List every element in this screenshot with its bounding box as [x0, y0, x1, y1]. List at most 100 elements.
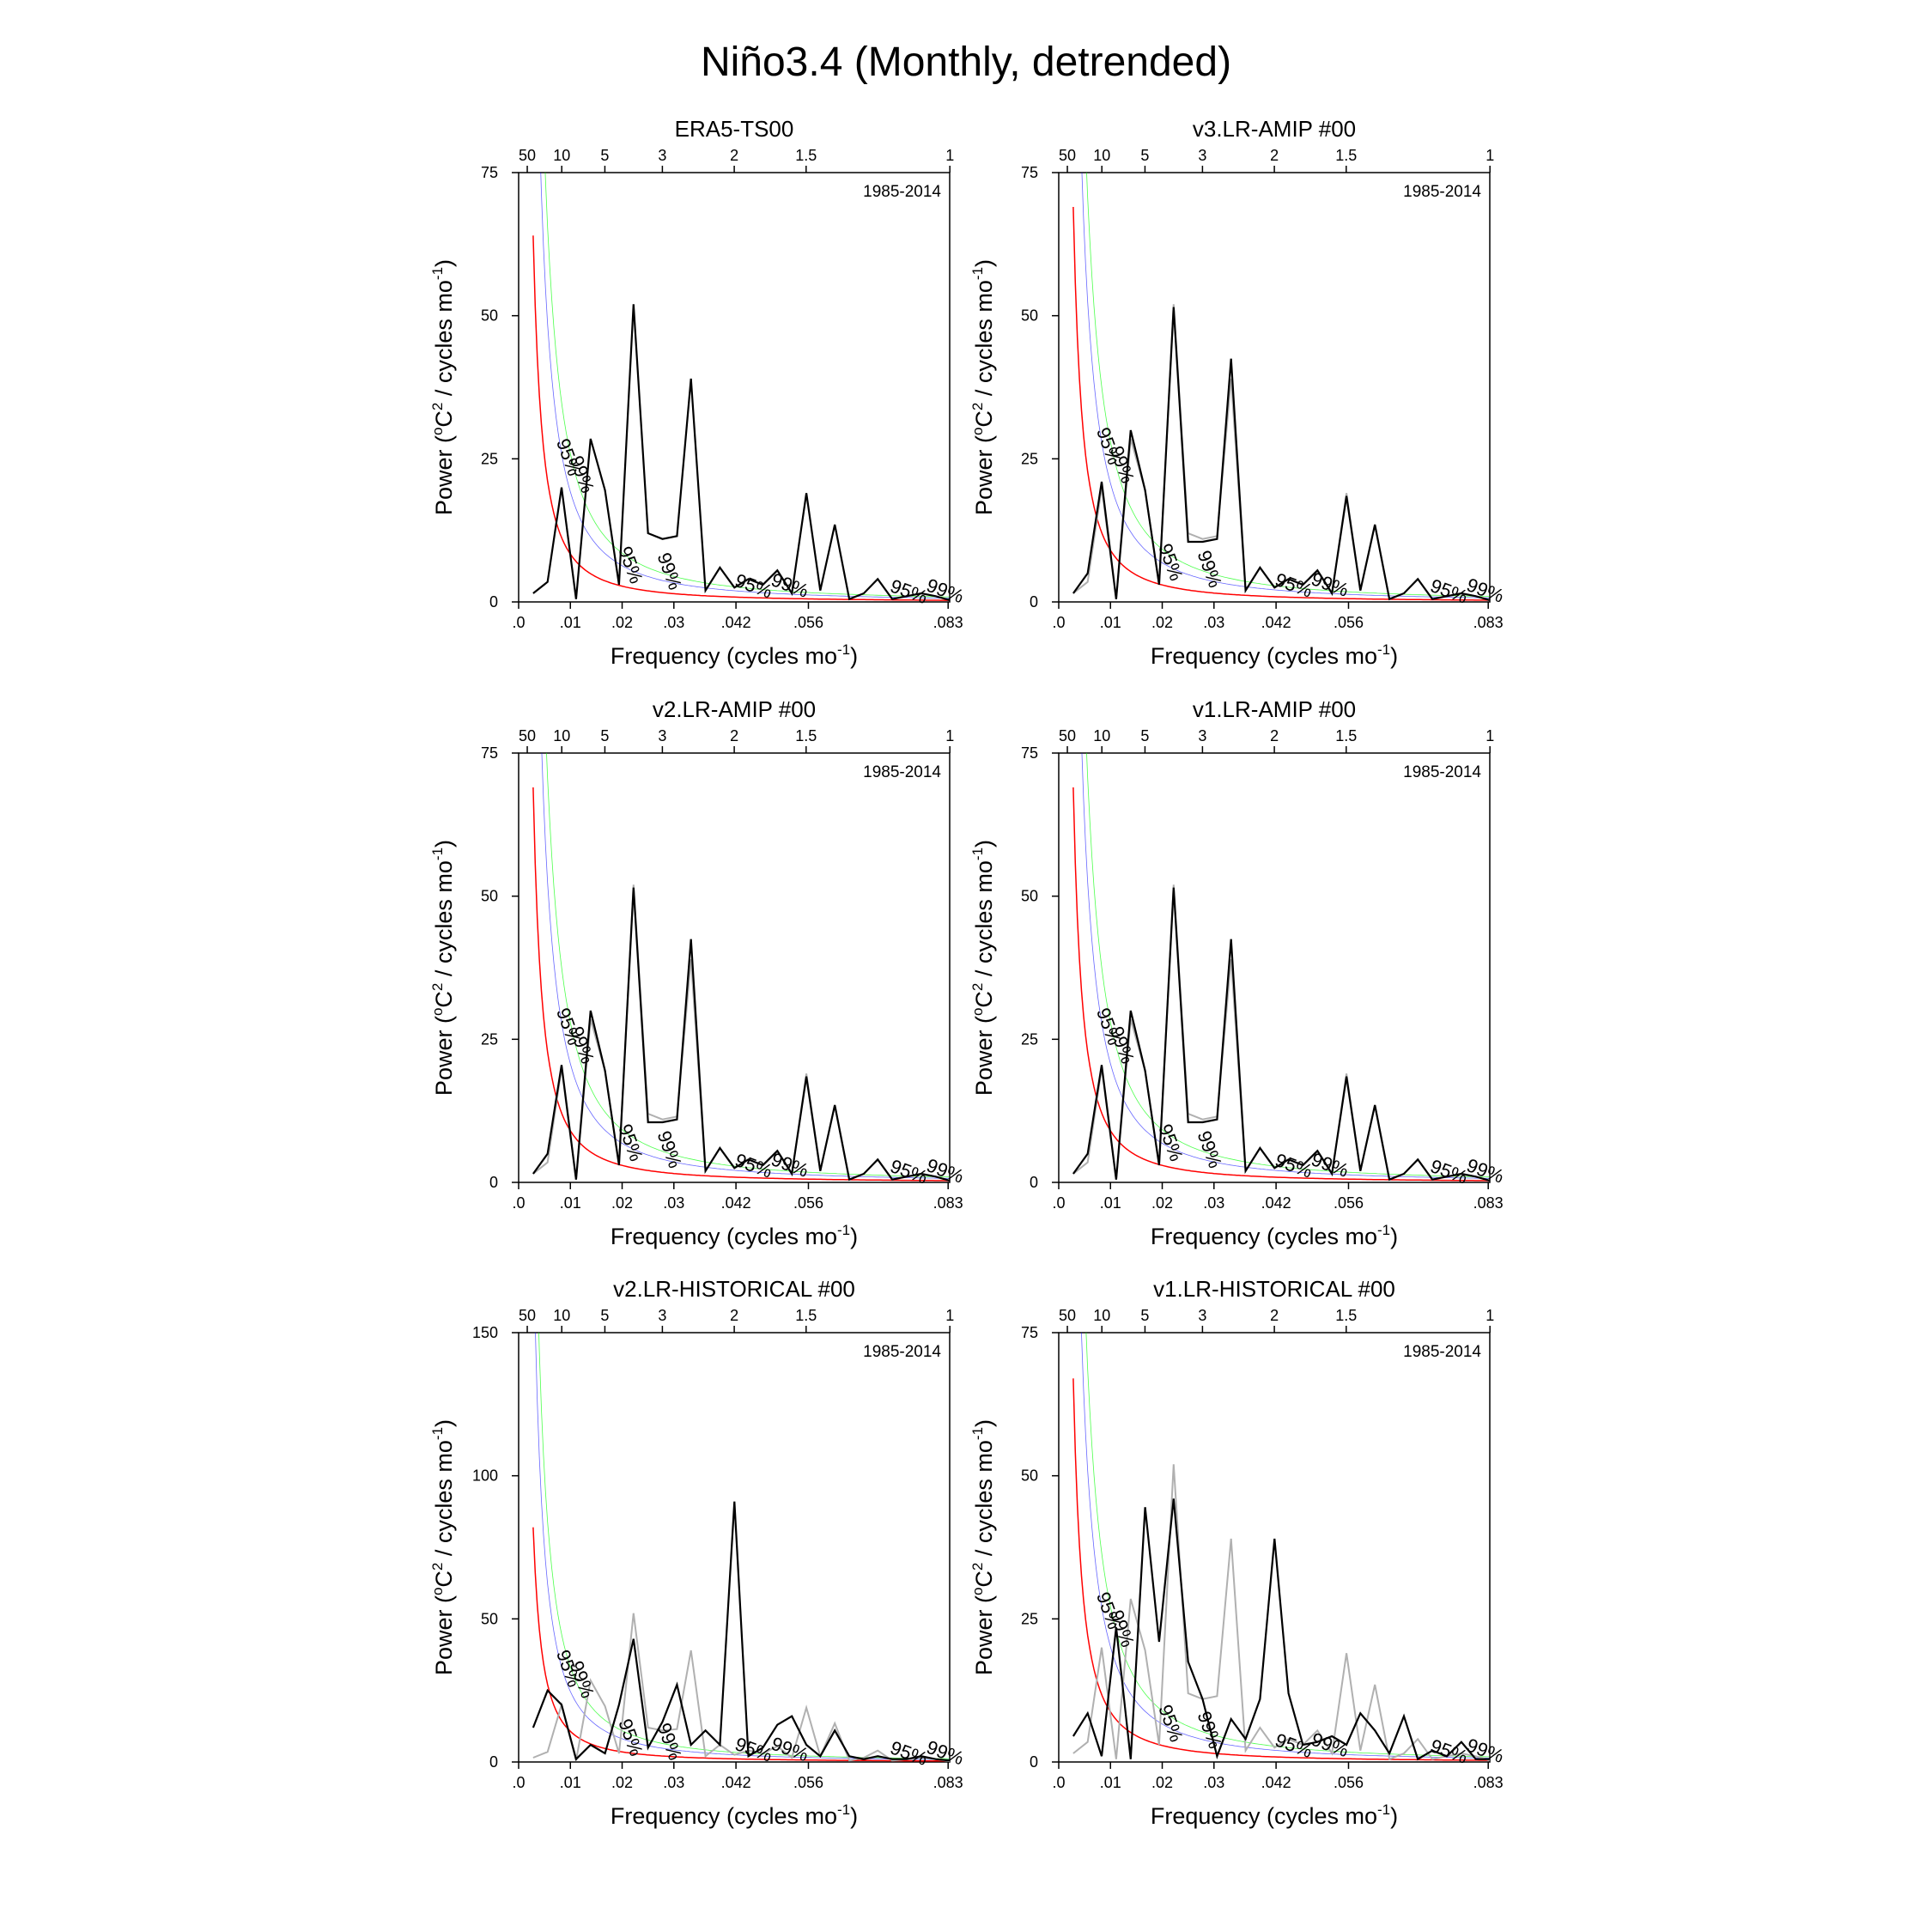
y-axis-label-part: Power ( — [971, 435, 997, 515]
x-axis-label: Frequency (cycles mo-1) — [1151, 641, 1398, 669]
x-tick-label: .042 — [721, 1774, 751, 1791]
confidence-95-line — [1081, 1333, 1490, 1759]
y-axis-label-part: C — [971, 991, 997, 1008]
spectrum-line — [532, 1501, 950, 1762]
x-tick-label: .056 — [1334, 614, 1364, 631]
y-axis-label-part: C — [971, 1571, 997, 1588]
y-axis-label-part: 2 — [429, 1563, 446, 1571]
curves — [1072, 1333, 1490, 1761]
chart-panel-2: v3.LR-AMIP #00 1985-2014 50 10 5 3 2 1.5 1 .0 .01.… — [969, 116, 1507, 669]
x-tick-label: .03 — [1203, 614, 1224, 631]
x-tick-label: .0 — [1052, 1774, 1065, 1791]
y-axis-label-part: o — [429, 1008, 446, 1016]
x-axis-label: Frequency (cycles mo-1) — [611, 1801, 858, 1829]
curves — [532, 173, 950, 602]
y-tick-label: 75 — [1021, 164, 1038, 181]
curves — [532, 1333, 950, 1762]
y-axis-label-part: / cycles mo — [971, 280, 997, 403]
curves — [532, 753, 950, 1182]
y-axis-label: Power (oC2 / cycles mo-1) — [969, 840, 997, 1096]
y-tick-label: 150 — [472, 1324, 498, 1341]
x-tick-label: .042 — [721, 1194, 751, 1212]
red-noise-line — [532, 235, 950, 601]
x-tick-label: .056 — [1334, 1194, 1364, 1212]
x-axis-label-close: ) — [850, 1803, 858, 1829]
confidence-99-line — [544, 173, 950, 598]
x-axis-label-close: ) — [1390, 1224, 1398, 1249]
y-axis-label: Power (oC2 / cycles mo-1) — [969, 1419, 997, 1675]
top-tick-label: 3 — [1198, 147, 1206, 164]
x-axis-label: Frequency (cycles mo-1) — [611, 1222, 858, 1249]
x-tick-label: .02 — [611, 614, 633, 631]
confidence-99-label: 99% — [1309, 1728, 1352, 1762]
y-axis-label-part: C — [431, 410, 457, 428]
y-axis-label-part: C — [431, 1571, 457, 1588]
x-axis-label-text: Frequency (cycles mo — [611, 1803, 837, 1829]
x-tick-label: .042 — [1261, 1194, 1291, 1212]
period-label: 1985-2014 — [1403, 1343, 1481, 1361]
y-tick-label: 25 — [481, 1030, 498, 1048]
y-axis-label-part: -1 — [429, 267, 446, 280]
confidence-99-line — [1086, 173, 1490, 598]
y-tick-label: 0 — [1030, 1753, 1038, 1771]
y-tick-label: 100 — [472, 1467, 498, 1485]
panel-title: ERA5-TS00 — [675, 116, 794, 142]
y-axis-label-part: 2 — [429, 983, 446, 991]
top-tick-label: 2 — [730, 727, 738, 744]
red-noise-line — [1072, 1378, 1490, 1761]
y-tick-label: 0 — [489, 1753, 498, 1771]
y-axis-label-part: 2 — [429, 403, 446, 410]
x-axis-label-sup: -1 — [837, 1801, 850, 1818]
top-tick-label: 50 — [519, 727, 536, 744]
x-tick-label: .02 — [611, 1194, 633, 1212]
y-axis-label-part: / cycles mo — [431, 860, 457, 983]
page-title: Niño3.4 (Monthly, detrended) — [701, 39, 1231, 85]
top-tick-label: 1 — [1485, 147, 1494, 164]
top-tick-label: 10 — [1093, 1307, 1110, 1324]
y-axis-label-part: Power ( — [971, 1016, 997, 1096]
x-tick-label: .01 — [1100, 614, 1121, 631]
top-tick-label: 5 — [600, 147, 609, 164]
x-tick-label: .056 — [793, 614, 823, 631]
x-tick-label: .02 — [1151, 614, 1173, 631]
top-tick-label: 3 — [1198, 727, 1206, 744]
x-axis-label: Frequency (cycles mo-1) — [1151, 1222, 1398, 1249]
top-tick-label: 1 — [945, 1307, 954, 1324]
y-tick-label: 25 — [481, 450, 498, 467]
y-tick-label: 50 — [481, 307, 498, 325]
x-tick-label: .01 — [560, 614, 581, 631]
top-tick-label: 1 — [1485, 1307, 1494, 1324]
confidence-99-label: 99% — [924, 1736, 967, 1770]
top-tick-label: 1 — [1485, 727, 1494, 744]
x-tick-label: .03 — [663, 614, 684, 631]
y-axis-label-part: -1 — [429, 848, 446, 860]
y-axis-label-part: ) — [971, 1419, 997, 1427]
top-tick-label: 2 — [730, 147, 738, 164]
y-tick-label: 75 — [481, 164, 498, 181]
confidence-95-line — [1081, 753, 1490, 1179]
period-label: 1985-2014 — [1403, 763, 1481, 781]
top-tick-label: 5 — [1140, 1307, 1149, 1324]
x-axis-label-sup: -1 — [1377, 1801, 1390, 1818]
x-tick-label: .083 — [933, 1774, 963, 1791]
panel-title: v2.LR-AMIP #00 — [653, 696, 816, 722]
y-tick-label: 50 — [1021, 1467, 1038, 1485]
x-axis-label-close: ) — [850, 1224, 858, 1249]
chart-panel-3: v2.LR-AMIP #00 1985-2014 50 10 5 3 2 1.5 1 .0 .01.… — [429, 696, 967, 1249]
top-tick-label: 5 — [1140, 147, 1149, 164]
y-axis-label-part: 2 — [969, 403, 986, 410]
confidence-99-line — [546, 753, 950, 1178]
top-tick-label: 10 — [553, 147, 570, 164]
x-tick-label: .083 — [1473, 1194, 1504, 1212]
red-noise-line — [1072, 206, 1490, 601]
top-tick-label: 1.5 — [795, 147, 817, 164]
curves — [1072, 753, 1490, 1182]
x-tick-label: .083 — [933, 614, 963, 631]
x-axis-label-sup: -1 — [837, 1222, 850, 1238]
plot-frame — [1058, 172, 1491, 603]
x-tick-label: .056 — [1334, 1774, 1364, 1791]
y-axis-label-part: ) — [431, 840, 457, 848]
panel-title: v2.LR-HISTORICAL #00 — [613, 1276, 855, 1302]
